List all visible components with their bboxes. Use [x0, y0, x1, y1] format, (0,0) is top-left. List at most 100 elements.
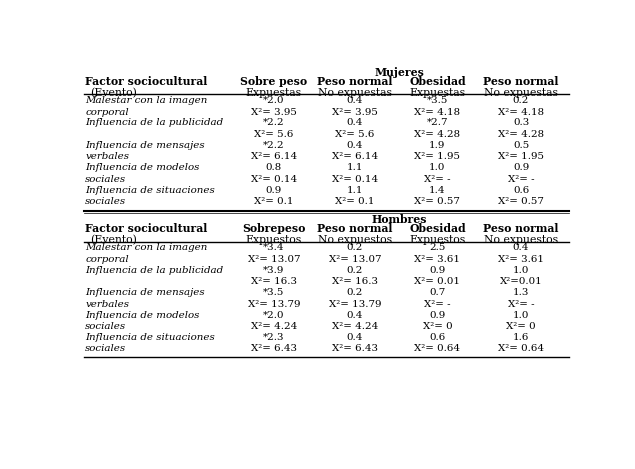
Text: Influencia de modelos: Influencia de modelos	[85, 310, 199, 319]
Text: 1.9: 1.9	[429, 141, 446, 150]
Text: X²= 4.24: X²= 4.24	[251, 322, 297, 331]
Text: Factor sociocultural: Factor sociocultural	[85, 76, 208, 87]
Text: X²= 0.57: X²= 0.57	[415, 197, 460, 206]
Text: 0.9: 0.9	[429, 310, 446, 319]
Text: Malestar con la imagen: Malestar con la imagen	[85, 243, 208, 252]
Text: sociales: sociales	[85, 197, 126, 206]
Text: Influencia de la publicidad: Influencia de la publicidad	[85, 118, 224, 128]
Text: 0.2: 0.2	[513, 96, 529, 105]
Text: X²= -: X²= -	[424, 300, 451, 309]
Text: 2.5: 2.5	[429, 243, 446, 252]
Text: verbales: verbales	[85, 152, 130, 161]
Text: X²= 1.95: X²= 1.95	[415, 152, 460, 161]
Text: Factor sociocultural: Factor sociocultural	[85, 224, 208, 234]
Text: Mujeres: Mujeres	[374, 67, 424, 78]
Text: Influencia de mensajes: Influencia de mensajes	[85, 288, 205, 297]
Text: 1.1: 1.1	[347, 163, 363, 172]
Text: corporal: corporal	[85, 255, 129, 264]
Text: 0.4: 0.4	[347, 118, 363, 128]
Text: 0.3: 0.3	[513, 118, 529, 128]
Text: X²= 0.01: X²= 0.01	[415, 277, 460, 286]
Text: X²= 16.3: X²= 16.3	[332, 277, 378, 286]
Text: X²= -: X²= -	[508, 300, 535, 309]
Text: *2.0: *2.0	[263, 96, 284, 105]
Text: 1.0: 1.0	[429, 163, 446, 172]
Text: verbales: verbales	[85, 300, 130, 309]
Text: *2.7: *2.7	[427, 118, 448, 128]
Text: X²= 3.61: X²= 3.61	[415, 255, 460, 264]
Text: 0.2: 0.2	[347, 266, 363, 275]
Text: Sobre peso: Sobre peso	[240, 76, 307, 87]
Text: X²= 13.07: X²= 13.07	[329, 255, 381, 264]
Text: X²= 13.79: X²= 13.79	[329, 300, 381, 309]
Text: X²= 6.43: X²= 6.43	[332, 344, 378, 354]
Text: *3.4: *3.4	[263, 243, 284, 252]
Text: X²= 3.95: X²= 3.95	[251, 107, 297, 117]
Text: X²= 6.43: X²= 6.43	[251, 344, 297, 354]
Text: Influencia de situaciones: Influencia de situaciones	[85, 333, 215, 342]
Text: 1.1: 1.1	[347, 186, 363, 195]
Text: 0.4: 0.4	[347, 333, 363, 342]
Text: 0.4: 0.4	[347, 141, 363, 150]
Text: X²= 0.64: X²= 0.64	[415, 344, 460, 354]
Text: 0.2: 0.2	[347, 243, 363, 252]
Text: 0.4: 0.4	[347, 96, 363, 105]
Text: X²= 16.3: X²= 16.3	[251, 277, 297, 286]
Text: 0.4: 0.4	[513, 243, 529, 252]
Text: Influencia de la publicidad: Influencia de la publicidad	[85, 266, 224, 275]
Text: *2.3: *2.3	[263, 333, 284, 342]
Text: Influencia de mensajes: Influencia de mensajes	[85, 141, 205, 150]
Text: *3.5: *3.5	[263, 288, 284, 297]
Text: *2.2: *2.2	[263, 118, 284, 128]
Text: X²= 1.95: X²= 1.95	[498, 152, 544, 161]
Text: 0.7: 0.7	[429, 288, 446, 297]
Text: 0.9: 0.9	[513, 163, 529, 172]
Text: No expuestas: No expuestas	[484, 88, 558, 98]
Text: 0.6: 0.6	[513, 186, 529, 195]
Text: Sobrepeso: Sobrepeso	[242, 224, 305, 234]
Text: Obesidad: Obesidad	[409, 224, 465, 234]
Text: Peso normal: Peso normal	[483, 224, 559, 234]
Text: X²= 0.64: X²= 0.64	[498, 344, 544, 354]
Text: X²= 13.79: X²= 13.79	[248, 300, 300, 309]
Text: 0.8: 0.8	[265, 163, 282, 172]
Text: sociales: sociales	[85, 175, 126, 184]
Text: 1.0: 1.0	[513, 310, 529, 319]
Text: X²= 6.14: X²= 6.14	[332, 152, 378, 161]
Text: X²= 0.1: X²= 0.1	[254, 197, 293, 206]
Text: No expuestos: No expuestos	[318, 235, 392, 245]
Text: X²= -: X²= -	[508, 175, 535, 184]
Text: sociales: sociales	[85, 344, 126, 354]
Text: X²= 0: X²= 0	[422, 322, 452, 331]
Text: 0.4: 0.4	[347, 310, 363, 319]
Text: X²= 4.24: X²= 4.24	[332, 322, 378, 331]
Text: *3.5: *3.5	[427, 96, 448, 105]
Text: X²= 13.07: X²= 13.07	[248, 255, 300, 264]
Text: X²= 4.28: X²= 4.28	[414, 130, 460, 139]
Text: Peso normal: Peso normal	[318, 76, 392, 87]
Text: 0.5: 0.5	[513, 141, 529, 150]
Text: X²= 0: X²= 0	[506, 322, 536, 331]
Text: X²= 6.14: X²= 6.14	[251, 152, 297, 161]
Text: Expuestas: Expuestas	[410, 88, 465, 98]
Text: 0.9: 0.9	[429, 266, 446, 275]
Text: Peso normal: Peso normal	[318, 224, 392, 234]
Text: X²= 0.14: X²= 0.14	[251, 175, 297, 184]
Text: Obesidad: Obesidad	[409, 76, 465, 87]
Text: 1.0: 1.0	[513, 266, 529, 275]
Text: X²=0.01: X²=0.01	[500, 277, 542, 286]
Text: Peso normal: Peso normal	[483, 76, 559, 87]
Text: X²= -: X²= -	[424, 175, 451, 184]
Text: Expuestas: Expuestas	[246, 88, 302, 98]
Text: X²= 0.1: X²= 0.1	[335, 197, 375, 206]
Text: X²= 4.28: X²= 4.28	[498, 130, 544, 139]
Text: Expuestos: Expuestos	[410, 235, 465, 245]
Text: 0.9: 0.9	[265, 186, 282, 195]
Text: No expuestos: No expuestos	[484, 235, 558, 245]
Text: Influencia de situaciones: Influencia de situaciones	[85, 186, 215, 195]
Text: X²= 5.6: X²= 5.6	[254, 130, 293, 139]
Text: 1.6: 1.6	[513, 333, 529, 342]
Text: No expuestas: No expuestas	[318, 88, 392, 98]
Text: X²= 3.61: X²= 3.61	[498, 255, 544, 264]
Text: *2.2: *2.2	[263, 141, 284, 150]
